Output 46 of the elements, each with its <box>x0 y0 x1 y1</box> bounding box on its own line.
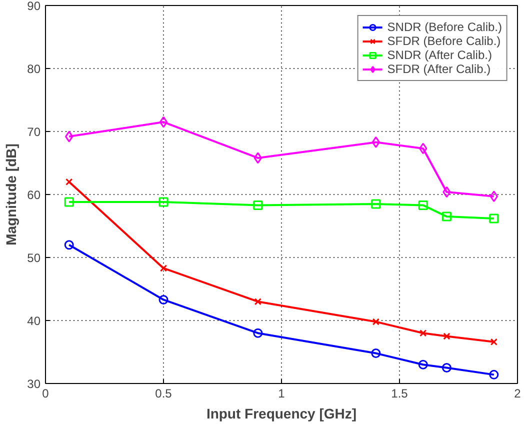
point <box>160 264 168 272</box>
point <box>372 318 380 326</box>
y-tick-label: 60 <box>27 188 41 202</box>
point <box>418 200 428 210</box>
point <box>443 332 450 340</box>
legend-label: SNDR (Before Calib.) <box>387 20 502 34</box>
point <box>253 328 263 338</box>
x-tick-label: 1.5 <box>391 386 408 400</box>
legend-label: SFDR (Before Calib.) <box>387 34 501 48</box>
y-tick-label: 40 <box>27 314 41 328</box>
point <box>371 348 381 358</box>
y-tick-label: 80 <box>27 62 41 76</box>
point <box>65 130 74 142</box>
point <box>158 294 168 304</box>
point <box>372 136 380 148</box>
point <box>64 240 74 250</box>
x-tick-label: 2 <box>514 386 522 400</box>
point <box>489 370 499 380</box>
point <box>253 200 263 210</box>
y-tick-label: 50 <box>27 251 41 265</box>
point <box>159 116 168 128</box>
point <box>418 360 428 370</box>
x-tick-label: 1 <box>278 386 286 400</box>
point <box>490 190 498 202</box>
legend-label: SFDR (After Calib.) <box>387 62 491 76</box>
y-tick-label: 30 <box>27 377 41 391</box>
point <box>254 152 262 164</box>
point <box>158 197 168 207</box>
point <box>66 178 73 186</box>
y-tick-label: 90 <box>27 0 41 13</box>
point <box>371 199 381 209</box>
y-axis-title: Magnitude [dB] <box>3 144 20 246</box>
legend-label: SNDR (After Calib.) <box>387 48 492 62</box>
point <box>254 298 262 306</box>
point <box>419 142 428 154</box>
point <box>64 197 74 207</box>
point <box>490 338 498 346</box>
point <box>489 214 499 224</box>
y-tick-label: 70 <box>27 125 41 139</box>
x-tick-label: 0.5 <box>155 386 172 400</box>
point <box>442 363 452 372</box>
x-axis-title: Input Frequency [GHz] <box>206 406 357 422</box>
point <box>420 330 427 337</box>
point <box>442 186 451 198</box>
point <box>442 212 452 222</box>
x-tick-label: 0 <box>42 386 50 400</box>
